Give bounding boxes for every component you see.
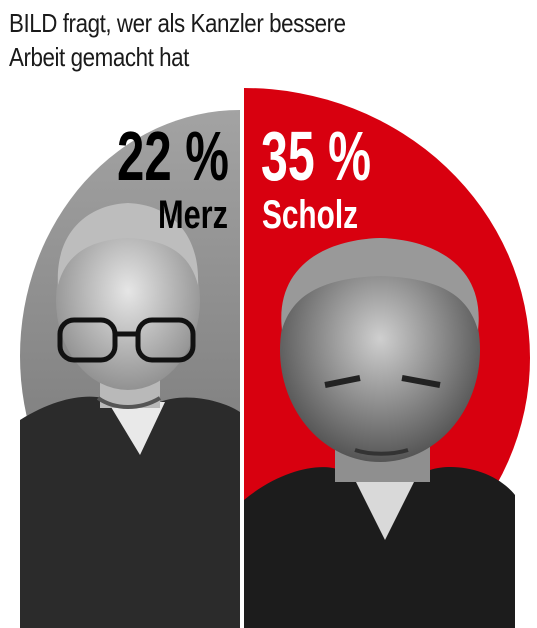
merz-name-label: Merz (158, 193, 228, 237)
merz-photo (20, 203, 240, 628)
chart-title: BILD fragt, wer als Kanzler bessere Arbe… (9, 6, 346, 74)
scholz-name-label: Scholz (262, 193, 358, 237)
merz-percent-label: 22 % (117, 117, 229, 195)
chart-title-line-2: Arbeit gemacht hat (9, 42, 189, 72)
chart-title-line-1: BILD fragt, wer als Kanzler bessere (9, 8, 346, 38)
scholz-percent-label: 35 % (261, 117, 371, 195)
scholz-photo (244, 238, 515, 628)
